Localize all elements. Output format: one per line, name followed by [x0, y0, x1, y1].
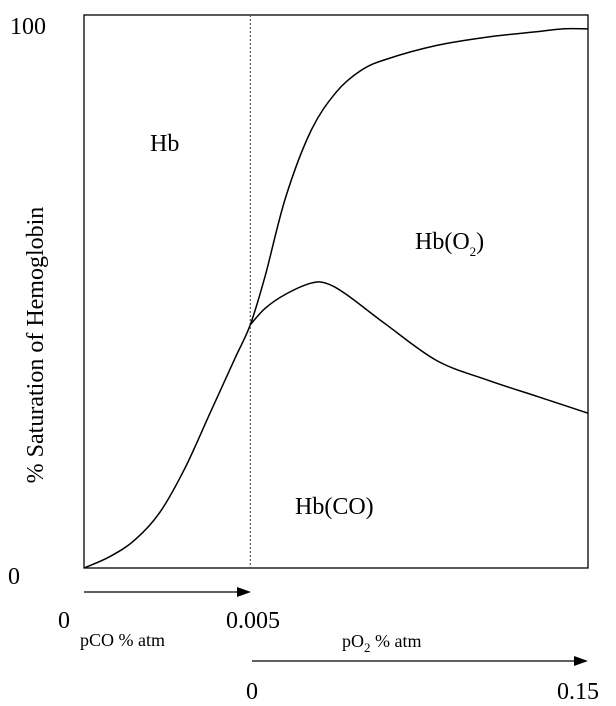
y-tick-100: 100	[10, 14, 46, 40]
y-axis-label: % Saturation of Hemoglobin	[23, 207, 49, 484]
po2-axis-label: pO2 % atm	[342, 631, 422, 655]
series-line-hb-total	[83, 27, 589, 569]
pco-tick-0005: 0.005	[226, 608, 280, 634]
pco-axis-label: pCO % atm	[80, 630, 165, 650]
region-label-hb: Hb	[150, 131, 179, 157]
y-tick-0: 0	[8, 564, 20, 590]
series-layer	[83, 27, 589, 569]
pco-axis-arrowhead	[237, 587, 251, 597]
pco-tick-0: 0	[58, 608, 70, 634]
region-label-hbco: Hb(CO)	[295, 494, 374, 520]
po2-tick-0: 0	[246, 679, 258, 705]
region-label-hbo2: Hb(O2)	[415, 229, 484, 259]
po2-axis-arrowhead	[574, 656, 588, 666]
po2-tick-015: 0.15	[557, 679, 599, 705]
series-line-hbco	[249, 281, 589, 414]
plot-frame	[83, 14, 589, 569]
